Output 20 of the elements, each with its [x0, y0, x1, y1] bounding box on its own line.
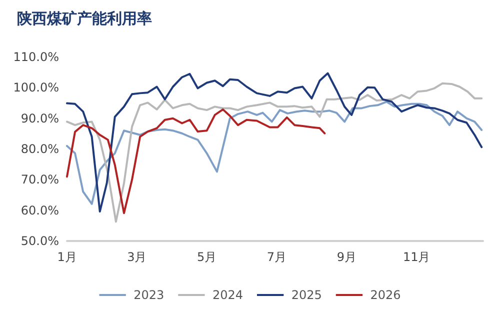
x-tick-label: 9月 [336, 250, 356, 264]
legend-label: 2026 [370, 288, 401, 302]
y-tick-label: 90.0% [20, 111, 59, 126]
chart-title: 陕西煤矿产能利用率 [17, 10, 152, 28]
x-tick-label: 3月 [127, 250, 147, 264]
y-tick-label: 70.0% [20, 172, 59, 187]
line-series [66, 108, 326, 214]
x-tick-label: 7月 [266, 250, 287, 264]
legend-label: 2024 [212, 288, 244, 302]
legend-label: 2025 [291, 288, 322, 302]
line-series [66, 100, 483, 205]
y-tick-label: 100.0% [13, 80, 59, 95]
x-tick-label: 1月 [57, 250, 77, 264]
y-tick-label: 80.0% [20, 142, 59, 156]
x-tick-label: 11月 [402, 250, 430, 264]
x-tick-label: 5月 [197, 250, 217, 264]
y-tick-label: 50.0% [20, 234, 59, 248]
legend-label: 2023 [134, 288, 164, 302]
y-tick-label: 110.0% [13, 50, 59, 64]
y-tick-label: 60.0% [20, 203, 59, 218]
